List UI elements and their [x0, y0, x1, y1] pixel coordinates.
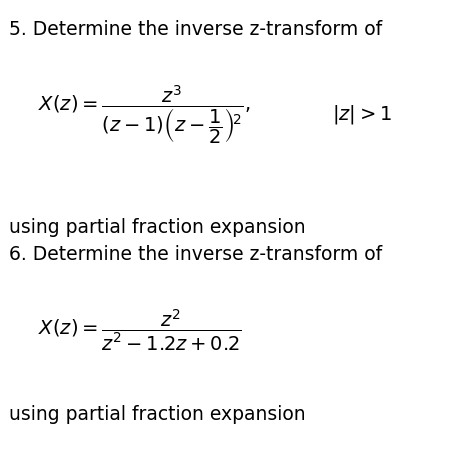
Text: using partial fraction expansion: using partial fraction expansion: [9, 218, 306, 237]
Text: 5. Determine the inverse z-transform of: 5. Determine the inverse z-transform of: [9, 20, 383, 39]
Text: $|z|>1$: $|z|>1$: [332, 103, 392, 126]
Text: $X(z) = \dfrac{z^3}{(z-1)\left(z-\dfrac{1}{2}\right)^{\!2}},$: $X(z) = \dfrac{z^3}{(z-1)\left(z-\dfrac{…: [38, 83, 250, 146]
Text: $X(z) = \dfrac{z^2}{z^2-1.2z+0.2}$: $X(z) = \dfrac{z^2}{z^2-1.2z+0.2}$: [38, 307, 242, 353]
Text: 6. Determine the inverse z-transform of: 6. Determine the inverse z-transform of: [9, 245, 383, 264]
Text: using partial fraction expansion: using partial fraction expansion: [9, 405, 306, 424]
